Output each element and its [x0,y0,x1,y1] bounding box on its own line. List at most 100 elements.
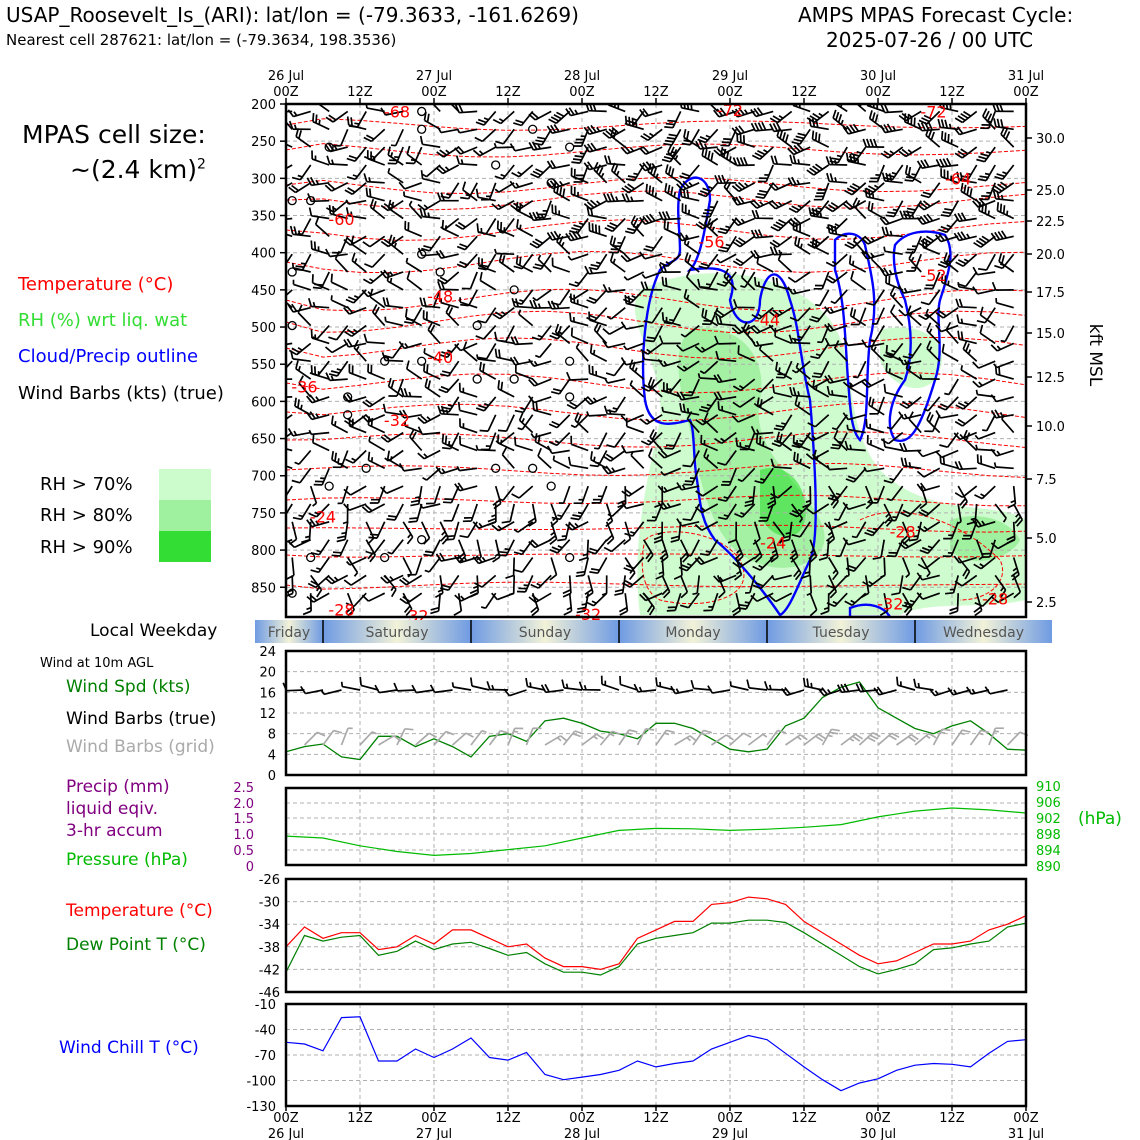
wind-barb [994,164,1015,181]
wind-barb [972,266,996,276]
temperature-line [285,896,1027,971]
wind-barb [732,378,756,392]
wind-barb [440,182,460,199]
wind-barb [495,128,515,145]
wind-barb [625,164,645,182]
wind-barb [935,306,959,319]
wind-barb [732,235,756,248]
legend-wind-chill: Wind Chill T (°C) [59,1038,199,1058]
wind-barb [343,393,367,403]
wind-barb [529,299,552,309]
wind-barb [387,199,404,220]
wind-barb [723,179,737,202]
wind-barb [863,466,885,473]
wind-barb [917,556,941,570]
wind-barb [953,231,977,242]
legend-wind-speed: Wind Spd (kts) [66,677,191,697]
wind-barb [408,200,423,220]
wind-barb [879,267,903,277]
wind-barb [424,378,441,398]
wind-barb [919,539,941,555]
wind-barb [954,110,978,124]
wind-barb [536,200,552,219]
wind-barb [380,431,404,443]
wind-barb [808,539,818,563]
wind-barb [454,104,478,114]
isotherm-label: -28 [890,523,916,542]
wind-barb [454,482,478,492]
wind-barb [567,253,589,261]
wind-barb [558,485,571,504]
wind-barb [474,128,497,143]
wind-barb [870,340,885,362]
wind-barb [417,414,441,425]
precip-tick-label: 2.5 [233,781,254,796]
wind-barb [610,127,626,148]
wind-barb [398,340,422,350]
wind-barb [676,360,700,372]
wind-barb [575,343,589,362]
wind-barb [548,431,571,447]
wind-barb [493,248,515,256]
kft-tick-label: 15.0 [1036,327,1065,342]
wind-barb [531,325,552,341]
wind-barb [944,378,959,396]
wind-barb [365,539,386,555]
wind-barb-grid [581,733,605,746]
wind-barb [586,289,608,304]
wind-barb [308,429,330,436]
wind-barb-grid [599,730,621,746]
wind-barb [844,592,867,606]
wind-barb [703,592,719,612]
calm-wind-circle [324,481,334,491]
wind-barb [717,485,737,502]
wind-barb [844,235,867,250]
wind-barb [602,324,626,335]
wind-barb [829,146,848,164]
wind-barb [739,432,756,451]
wind-barb [607,503,626,518]
pressure-tick-label: 350 [251,210,276,225]
wind-barb [286,503,293,516]
wind-barb [938,217,959,234]
wind-barb [498,253,515,273]
wind-barb [479,361,497,380]
wind-barb [583,124,607,136]
chill-tick-label: -130 [246,1100,276,1115]
wind-barb-true [300,685,324,695]
wind-barb [337,485,349,505]
wind-barb [734,503,756,518]
wind-barb [727,521,738,544]
wind-barb [679,164,700,180]
wind-barb [363,333,385,345]
wind-barb [583,142,607,153]
precip-tick-label: 0 [246,860,254,875]
isotherm-label: -44 [754,311,780,330]
wind-barb [880,146,904,159]
wind-barb [792,104,811,113]
calm-wind-circle [417,356,427,366]
kft-tick-label: 30.0 [1036,132,1065,147]
wind-barb [307,574,330,589]
bottom-tick-hour: 00Z [1013,1111,1039,1126]
isotherm-label: -28 [982,589,1008,608]
wind-barb [750,229,774,239]
wind-barb [417,247,441,257]
wind-barb [440,360,460,377]
wind-barb [399,592,423,605]
wind-barb [639,251,663,260]
wind-barb [753,276,774,291]
wind-barb [365,104,385,113]
wind-barb [417,426,441,436]
wind-barb [314,216,330,237]
pressure-tick-label: 650 [251,433,276,448]
kft-tick-label: 5.0 [1036,532,1057,547]
wind-barb [792,434,811,452]
wind-barb [990,538,1015,550]
wind-barb-true [320,689,342,696]
wind-barb [593,322,608,344]
wind-barb [922,238,941,255]
wind-barb [664,432,682,450]
isotherm [286,372,1026,394]
wind-barb [935,233,959,243]
